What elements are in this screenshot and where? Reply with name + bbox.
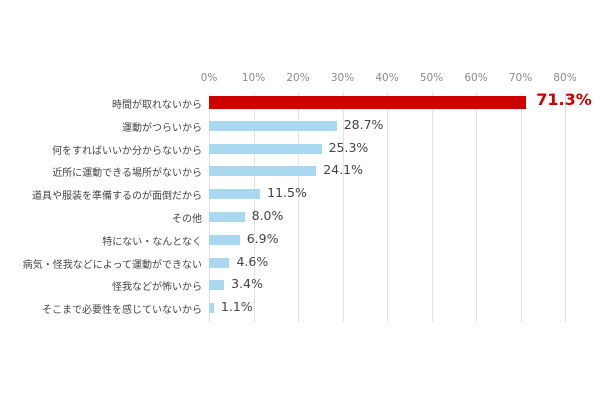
value-label: 71.3%	[536, 90, 592, 109]
x-tick-label: 50%	[419, 72, 444, 84]
bar-row: 怪我などが怖いから 3.4%	[0, 275, 600, 297]
bar	[209, 189, 261, 200]
grid-line	[209, 92, 210, 322]
x-tick-label: 40%	[375, 72, 399, 84]
grid-line	[253, 92, 255, 322]
value-label: 8.0%	[251, 208, 284, 223]
category-label: 特にない・なんとなく	[102, 236, 202, 248]
category-label: 時間が取れないから	[112, 100, 202, 111]
bar	[209, 143, 322, 154]
grid-line	[342, 92, 344, 322]
value-label: 24.1%	[323, 162, 363, 178]
value-label: 25.3%	[328, 139, 369, 155]
x-tick-label: 70%	[508, 72, 533, 84]
bar-row: 道具や服装を準備するのが面倒だから 11.5%	[0, 184, 600, 206]
x-tick-label: 10%	[241, 72, 266, 84]
value-label: 3.4%	[231, 276, 263, 292]
category-label: 怪我などが怖いから	[112, 282, 202, 294]
grid-line	[387, 92, 388, 322]
category-label: その他	[172, 214, 202, 225]
category-label: 病気・怪我などによって運動ができない	[22, 259, 202, 271]
bar-row: 近所に運動できる場所がないから 24.1%	[0, 161, 600, 183]
bar	[209, 212, 245, 222]
x-tick-label: 80%	[553, 72, 577, 84]
x-tick-label: 60%	[464, 72, 488, 84]
bar	[209, 303, 214, 314]
category-label: 何をすればいいか分からないから	[52, 145, 202, 157]
bar	[209, 166, 317, 177]
grid-line	[431, 92, 433, 322]
grid-line	[565, 92, 566, 322]
value-label: 28.7%	[343, 116, 384, 132]
category-label: 運動がつらいから	[122, 122, 202, 134]
grid-line	[520, 92, 522, 322]
category-label: そこまで必要性を感じていないから	[42, 305, 202, 317]
bar-row: 病気・怪我などによって運動ができない 4.6%	[0, 253, 600, 275]
bar-row: 特にない・なんとなく 6.9%	[0, 230, 600, 252]
value-label: 11.5%	[267, 185, 307, 201]
bar	[209, 120, 337, 131]
category-label: 道具や服装を準備するのが面倒だから	[32, 191, 202, 203]
value-label: 1.1%	[220, 299, 253, 315]
bar-row: 何をすればいいか分からないから 25.3%	[0, 139, 600, 161]
x-tick-label: 0%	[200, 72, 218, 84]
bar-row: そこまで必要性を感じていないから 1.1%	[0, 298, 600, 320]
bar-row: 時間が取れないから 71.3%	[0, 90, 600, 115]
x-tick-label: 30%	[330, 72, 355, 84]
bar-row: その他 8.0%	[0, 207, 600, 229]
grid-line	[476, 92, 477, 322]
bar	[209, 257, 230, 268]
bar	[209, 234, 240, 245]
value-label: 4.6%	[236, 253, 269, 269]
value-label: 6.9%	[246, 230, 279, 246]
x-tick-label: 20%	[286, 72, 310, 84]
category-label: 近所に運動できる場所がないから	[52, 168, 202, 180]
bar-row: 運動がつらいから 28.7%	[0, 116, 600, 138]
bar	[209, 280, 225, 291]
bar-highlight	[209, 96, 527, 109]
grid-line	[298, 92, 299, 322]
